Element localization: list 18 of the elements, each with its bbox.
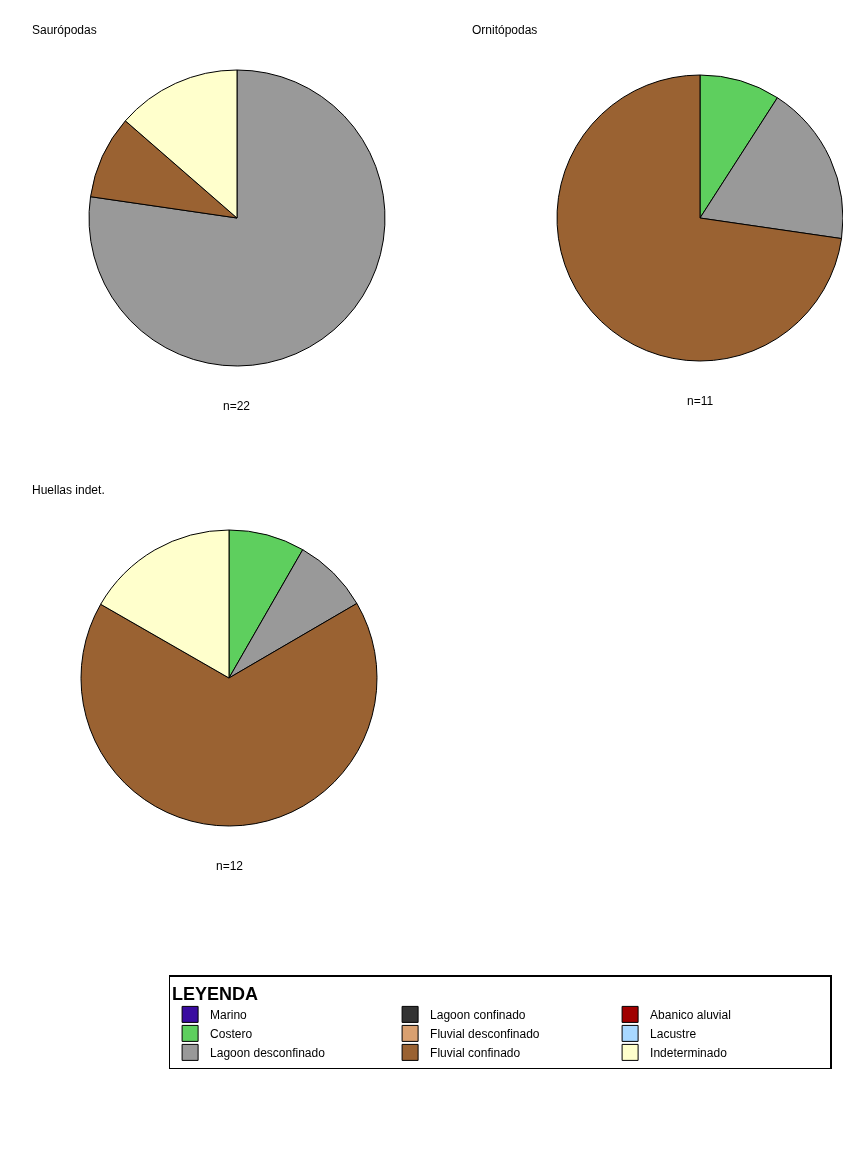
chart-title: Saurópodas (32, 23, 97, 37)
text: n=12 (216, 859, 244, 873)
category-label: Fluvial desconfinado (430, 1027, 540, 1042)
text: n=11 (687, 394, 714, 408)
category-label: Lagoon confinado (430, 1008, 526, 1023)
chart-title: Huellas indet. (32, 483, 105, 497)
category-label: Marino (210, 1008, 248, 1023)
legend-title: LEYENDA (172, 983, 259, 1004)
category-label: Fluvial confinado (430, 1046, 521, 1061)
text: n=22 (223, 399, 251, 413)
category-label: Lacustre (650, 1027, 697, 1042)
category-label: Costero (210, 1027, 253, 1042)
category-label: Abanico aluvial (650, 1008, 731, 1023)
pie-slice (556, 74, 843, 362)
chart-title: Ornitópodas (472, 23, 538, 37)
pie-slice (88, 69, 386, 367)
category-label: Lagoon desconfinado (210, 1046, 326, 1061)
category-label: Indeterminado (650, 1046, 728, 1061)
